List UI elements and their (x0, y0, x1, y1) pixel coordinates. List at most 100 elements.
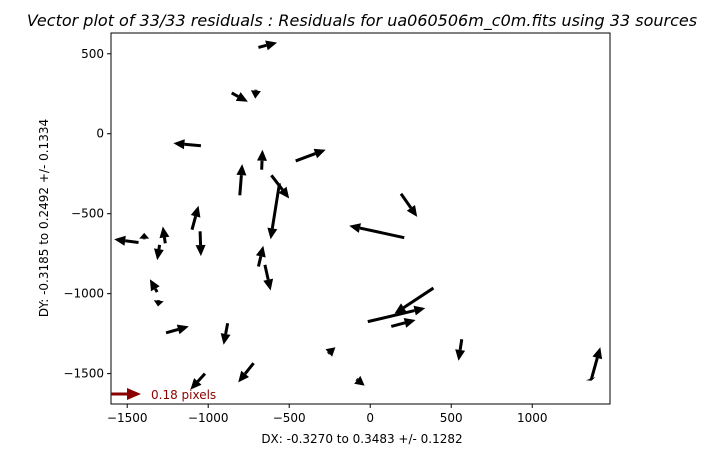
x-tick-label: 0 (366, 411, 374, 425)
x-tick-label: −500 (273, 411, 306, 425)
y-tick-label: 0 (96, 127, 104, 141)
residual-vector (190, 205, 201, 231)
residual-vector (589, 347, 603, 380)
vector-head (235, 92, 248, 102)
y-axis-ticks: −1500 −1000 −500 0 500 (63, 47, 111, 381)
vector-shaft (402, 286, 435, 309)
x-axis-label: DX: -0.3270 to 0.3483 +/- 0.1282 (261, 432, 462, 446)
vector-head (114, 235, 126, 246)
vector-shaft (295, 152, 316, 163)
x-tick-label: 1000 (517, 411, 548, 425)
vector-head (325, 347, 336, 357)
residual-vector (236, 164, 247, 196)
vector-head (267, 227, 278, 240)
residual-vector (153, 299, 164, 307)
y-tick-label: 500 (81, 47, 104, 61)
vector-shaft (359, 226, 405, 240)
vector-head (263, 278, 274, 291)
plot-area: −1500 −1000 −500 0 500 1000 −1500 −1000 −500 0 50… (63, 32, 611, 425)
vector-shaft (124, 239, 139, 244)
vector-head (413, 305, 426, 316)
vector-shaft (154, 288, 159, 293)
residual-vector (455, 339, 466, 361)
y-tick-label: −1000 (63, 287, 104, 301)
residual-vector (263, 264, 274, 291)
vector-head (394, 303, 407, 314)
residual-vector (255, 245, 266, 267)
vector-shaft (196, 372, 207, 383)
residual-vector (399, 192, 418, 217)
vector-shaft (390, 321, 406, 328)
scale-key-label: 0.18 pixels (151, 388, 216, 402)
vector-shaft (399, 192, 413, 209)
residual-vector (195, 231, 206, 257)
vector-head (349, 223, 361, 233)
vector-shaft (355, 378, 359, 382)
vector-shaft (589, 357, 599, 380)
residual-vector (349, 223, 405, 240)
residual-vector (267, 183, 281, 240)
vector-layer (114, 40, 603, 390)
residual-vector (257, 149, 267, 170)
residual-vector (114, 235, 139, 246)
residual-vector (190, 372, 207, 390)
vector-head (173, 139, 185, 150)
vector-head (176, 324, 189, 335)
residual-vector (154, 244, 164, 261)
vector-shaft (258, 43, 267, 49)
chart-title: Vector plot of 33/33 residuals : Residua… (27, 11, 697, 31)
vector-shaft (190, 215, 198, 231)
residual-vector (295, 148, 326, 163)
vector-head (585, 377, 596, 381)
residual-vector (390, 318, 416, 328)
vector-head (154, 248, 164, 261)
x-tick-label: −1000 (188, 411, 229, 425)
residual-vector (325, 347, 336, 357)
vector-head (354, 375, 365, 386)
residual-vector (585, 377, 596, 381)
y-tick-label: −1500 (63, 367, 104, 381)
vector-head (255, 245, 266, 258)
vector-head (403, 318, 416, 328)
residual-vector (367, 305, 426, 324)
x-axis-ticks: −1500 −1000 −500 0 500 1000 (107, 404, 548, 425)
vector-shaft (165, 327, 179, 335)
axes-frame (110, 32, 611, 405)
vector-shaft (224, 322, 230, 335)
residual-vector (250, 89, 261, 99)
residual-vector (394, 286, 435, 314)
vector-shaft (230, 91, 239, 98)
vector-head (220, 333, 231, 345)
vector-shaft (184, 142, 202, 148)
vector-head (190, 378, 202, 390)
residual-vector (230, 91, 248, 102)
residual-vector (173, 139, 202, 150)
residual-vector (354, 375, 365, 386)
vector-head (153, 300, 164, 307)
vector-head (257, 149, 267, 161)
vector-shaft (263, 264, 270, 281)
x-tick-label: 500 (440, 411, 463, 425)
vector-shaft (157, 244, 162, 250)
vector-head (250, 90, 261, 99)
vector-shaft (256, 256, 263, 267)
vector-shaft (367, 309, 415, 324)
vector-head (159, 226, 170, 239)
vector-shaft (270, 183, 281, 229)
vector-head (236, 164, 247, 176)
vector-shaft (458, 339, 464, 351)
x-tick-label: −1500 (107, 411, 148, 425)
y-axis-label: DY: -0.3185 to 0.2492 +/- 0.1334 (37, 119, 51, 317)
vector-head (406, 205, 418, 217)
vector-head (278, 186, 290, 199)
y-tick-label: −500 (71, 207, 104, 221)
vector-head (149, 279, 160, 292)
residual-vector (220, 322, 231, 345)
residual-vector (149, 279, 160, 293)
vector-shaft (238, 174, 243, 196)
scale-key: 0.18 pixels (111, 388, 216, 402)
vector-head (190, 205, 201, 218)
vector-shaft (327, 351, 330, 355)
vector-head (592, 347, 603, 360)
